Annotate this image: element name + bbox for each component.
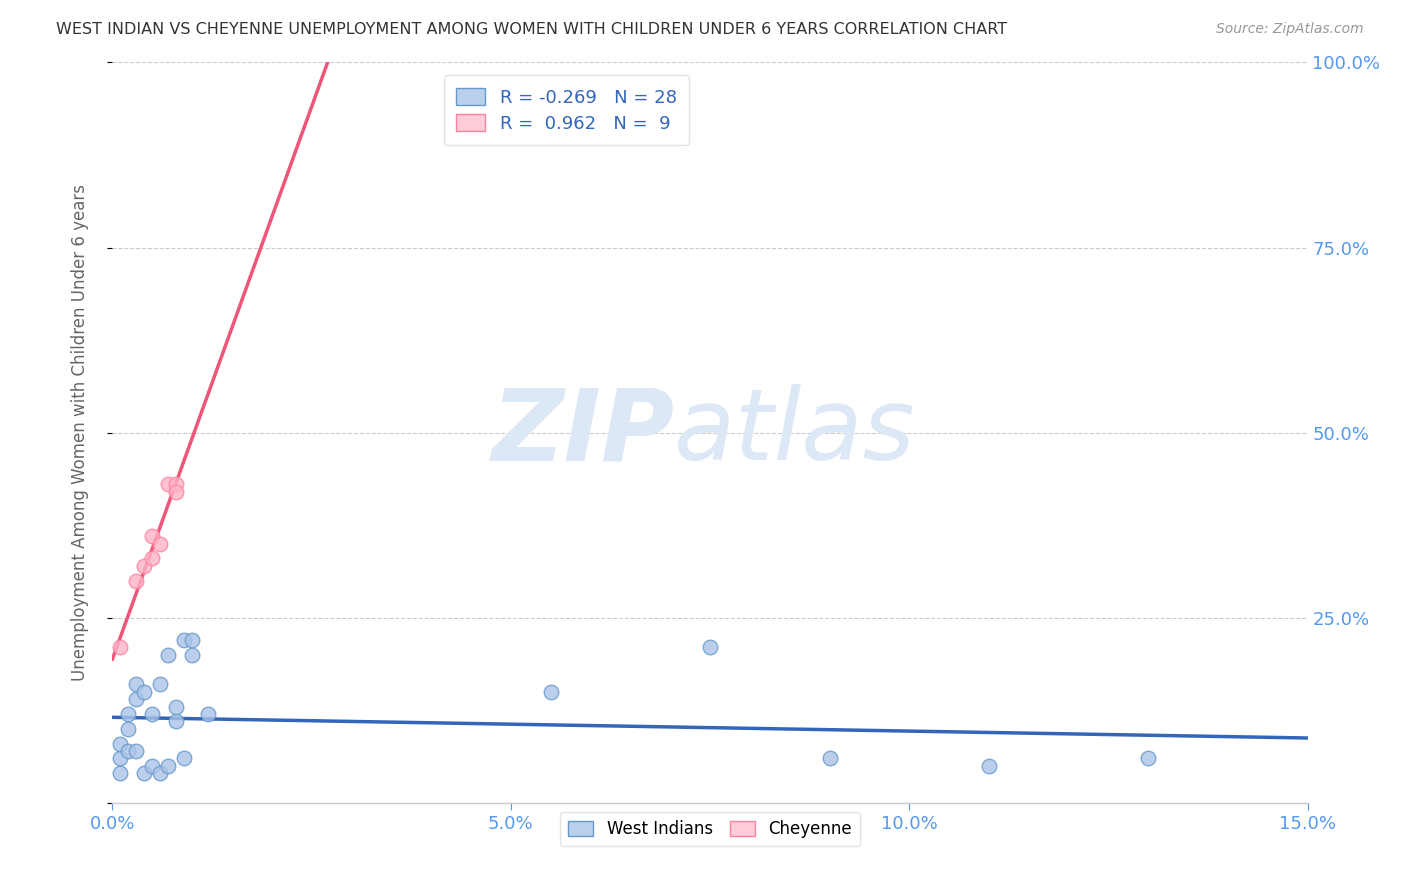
Point — [165, 699, 187, 714]
Point — [173, 632, 195, 647]
Point — [157, 477, 180, 491]
Point — [125, 692, 148, 706]
Point — [110, 766, 132, 780]
Y-axis label: Unemployment Among Women with Children Under 6 years: Unemployment Among Women with Children U… — [70, 184, 89, 681]
Point — [117, 744, 139, 758]
Point — [977, 758, 1000, 772]
Point — [117, 706, 139, 721]
Point — [134, 558, 156, 573]
Point — [181, 648, 204, 662]
Point — [134, 766, 156, 780]
Point — [125, 744, 148, 758]
Point — [699, 640, 721, 655]
Point — [141, 529, 163, 543]
Point — [110, 751, 132, 765]
Point — [141, 551, 163, 566]
Point — [141, 706, 163, 721]
Point — [149, 766, 172, 780]
Point — [197, 706, 219, 721]
Point — [117, 722, 139, 736]
Point — [157, 648, 180, 662]
Text: WEST INDIAN VS CHEYENNE UNEMPLOYMENT AMONG WOMEN WITH CHILDREN UNDER 6 YEARS COR: WEST INDIAN VS CHEYENNE UNEMPLOYMENT AMO… — [56, 22, 1007, 37]
Point — [181, 632, 204, 647]
Text: atlas: atlas — [675, 384, 915, 481]
Point — [141, 758, 163, 772]
Point — [165, 484, 187, 499]
Text: ZIP: ZIP — [491, 384, 675, 481]
Point — [173, 751, 195, 765]
Point — [1137, 751, 1160, 765]
Point — [157, 758, 180, 772]
Point — [110, 640, 132, 655]
Point — [134, 685, 156, 699]
Point — [149, 536, 172, 550]
Point — [818, 751, 841, 765]
Point — [125, 677, 148, 691]
Point — [165, 477, 187, 491]
Point — [125, 574, 148, 588]
Point — [149, 677, 172, 691]
Point — [165, 714, 187, 729]
Legend: West Indians, Cheyenne: West Indians, Cheyenne — [560, 812, 860, 847]
Point — [110, 737, 132, 751]
Point — [540, 685, 562, 699]
Text: Source: ZipAtlas.com: Source: ZipAtlas.com — [1216, 22, 1364, 37]
